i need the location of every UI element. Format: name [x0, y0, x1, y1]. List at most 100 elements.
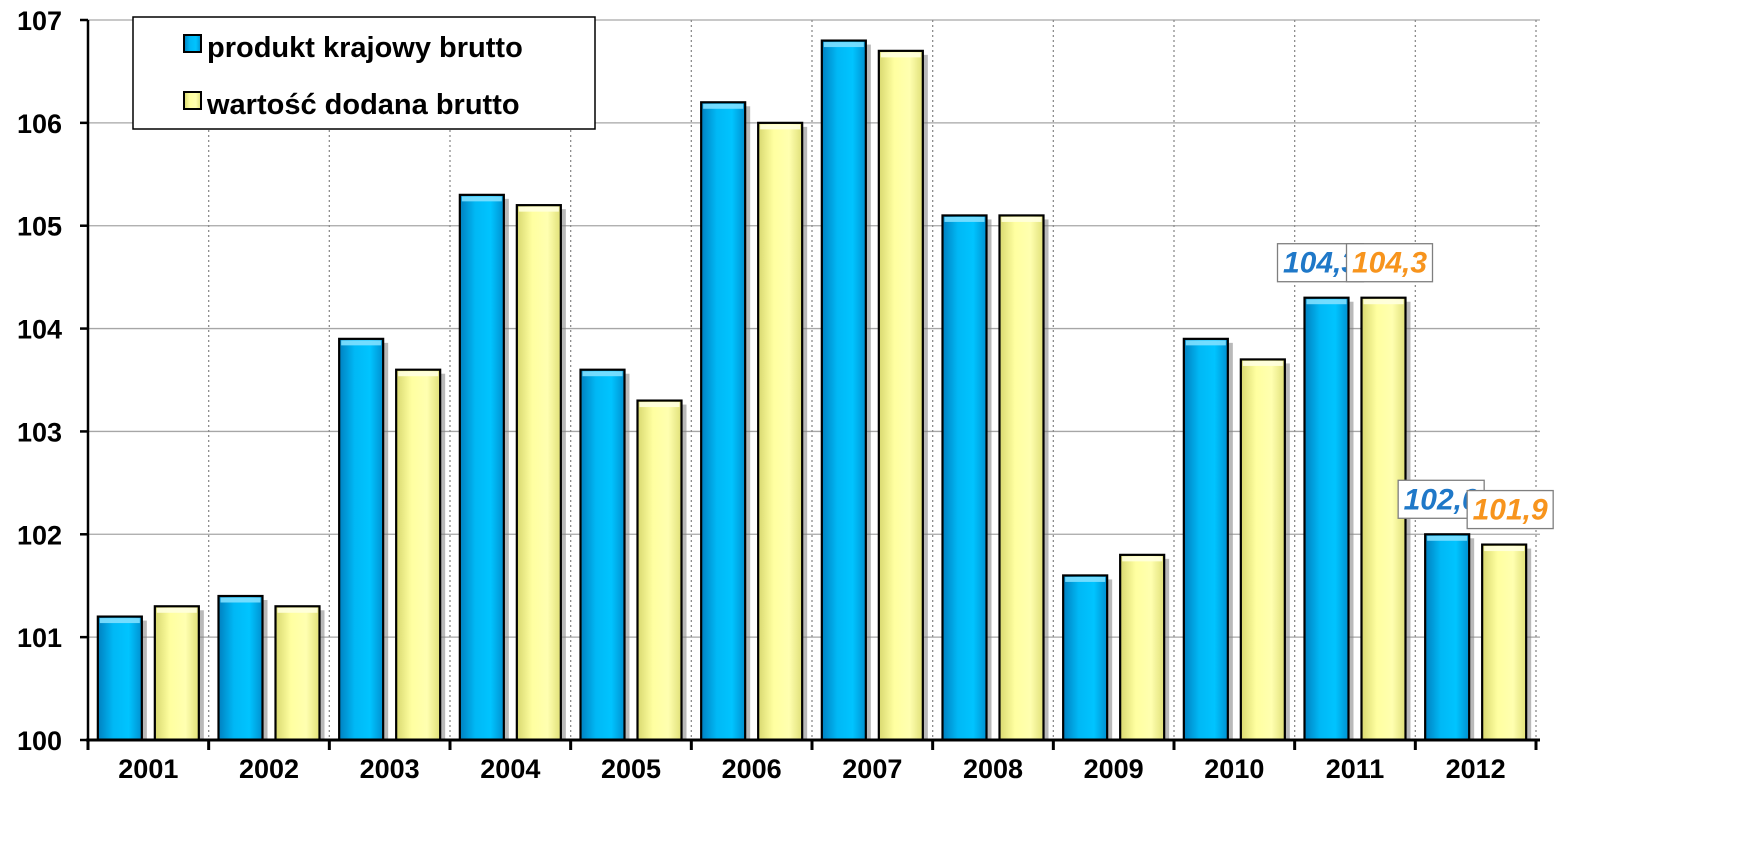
- bar-2002-series-2: [274, 605, 325, 742]
- bar-bevel: [277, 607, 318, 613]
- y-tick-label: 105: [17, 212, 62, 242]
- x-tick-label: 2004: [480, 754, 540, 784]
- bar-bevel: [461, 196, 502, 202]
- bar-bevel: [703, 103, 744, 109]
- bar-2009-series-2: [1119, 553, 1170, 742]
- data-label-text: 104,3: [1283, 247, 1358, 280]
- bar-bevel: [1001, 216, 1042, 222]
- y-tick-label: 101: [17, 623, 62, 653]
- bar-bevel: [1484, 546, 1525, 552]
- bar-body: [153, 605, 200, 742]
- y-tick-label: 107: [17, 6, 62, 36]
- bar-bevel: [1065, 576, 1106, 582]
- x-tick-label: 2001: [118, 754, 178, 784]
- data-label-2: 104,3: [1345, 243, 1434, 283]
- bar-2006-series-1: [700, 101, 751, 742]
- legend-label: wartość dodana brutto: [206, 89, 520, 121]
- bar-bevel: [156, 607, 197, 613]
- bar-body: [1119, 553, 1166, 742]
- bar-bevel: [944, 216, 985, 222]
- data-label-1: 104,3: [1276, 243, 1365, 283]
- bar-body: [338, 337, 385, 742]
- bar-bevel: [639, 402, 680, 408]
- bar-bevel: [880, 52, 921, 58]
- bar-bevel: [1306, 299, 1347, 305]
- x-tick-label: 2009: [1084, 754, 1144, 784]
- bar-bevel: [398, 371, 439, 377]
- bar-body: [636, 399, 683, 742]
- bar-bevel: [99, 618, 140, 624]
- legend-item-2: wartość dodana brutto: [183, 89, 520, 121]
- bar-body: [877, 49, 924, 742]
- bar-2007-series-2: [877, 49, 928, 742]
- bar-body: [1062, 574, 1109, 742]
- bar-2012-series-1: [1424, 533, 1475, 742]
- data-label-text: 104,3: [1352, 247, 1427, 280]
- legend: produkt krajowy brutto wartość dodana bru…: [132, 16, 596, 130]
- data-label-4: 101,9: [1466, 489, 1554, 530]
- bar-2011-series-1: [1303, 296, 1354, 742]
- bar-2009-series-1: [1062, 574, 1113, 742]
- legend-swatch: [183, 91, 202, 110]
- bar-bevel: [1122, 556, 1163, 562]
- axes: 100 101 102 103 104 105 106 107 2001 2002 2003 2004…: [17, 6, 1540, 784]
- legend-label: produkt krajowy brutto: [207, 32, 523, 64]
- bar-2008-series-1: [941, 214, 992, 742]
- bar-2012-series-2: [1481, 543, 1532, 742]
- bar-2002-series-1: [217, 594, 268, 742]
- bar-2010-series-2: [1239, 358, 1290, 742]
- x-tick-label: 2011: [1326, 754, 1385, 784]
- bar-bevel: [220, 597, 261, 603]
- x-tick-label: 2010: [1204, 754, 1264, 784]
- bar-body: [217, 594, 264, 742]
- bar-body: [458, 193, 505, 742]
- bar-body: [757, 121, 804, 742]
- y-tick-label: 100: [17, 726, 62, 756]
- y-tick-label: 106: [17, 109, 62, 139]
- bar-2007-series-1: [820, 39, 871, 742]
- bar-body: [1182, 337, 1229, 742]
- bar-body: [579, 368, 626, 742]
- bar-body: [700, 101, 747, 742]
- data-label-box: [1345, 243, 1434, 283]
- bar-bevel: [518, 206, 559, 212]
- bar-body: [395, 368, 442, 742]
- bar-body: [1424, 533, 1471, 742]
- x-tick-label: 2007: [842, 754, 902, 784]
- legend-box: produkt krajowy brutto wartość dodana bru…: [132, 16, 596, 130]
- legend-item-1: produkt krajowy brutto: [183, 32, 523, 64]
- y-tick-label: 104: [17, 315, 62, 345]
- bar-bevel: [760, 124, 801, 130]
- bar-body: [998, 214, 1045, 742]
- x-tick-label: 2012: [1446, 754, 1506, 784]
- bar-2010-series-1: [1182, 337, 1233, 742]
- bars: [96, 39, 1532, 742]
- data-label-box: [1466, 489, 1554, 530]
- bar-body: [515, 204, 562, 742]
- x-tick-label: 2006: [722, 754, 782, 784]
- bar-bevel: [1363, 299, 1404, 305]
- legend-frame: [132, 16, 596, 130]
- bar-2003-series-2: [395, 368, 446, 742]
- y-tick-label: 102: [17, 520, 62, 550]
- bar-bevel: [1427, 535, 1468, 541]
- bar-2004-series-2: [515, 204, 566, 742]
- x-tick-label: 2002: [239, 754, 299, 784]
- y-tick-label: 103: [17, 417, 62, 447]
- bar-bevel: [341, 340, 382, 346]
- legend-swatch: [183, 34, 202, 53]
- bar-2005-series-1: [579, 368, 630, 742]
- bar-2001-series-1: [96, 615, 147, 742]
- bar-2008-series-2: [998, 214, 1049, 742]
- bar-2004-series-1: [458, 193, 509, 742]
- bar-bevel: [1185, 340, 1226, 346]
- bar-body: [1239, 358, 1286, 742]
- bar-2001-series-2: [153, 605, 204, 742]
- bar-2003-series-1: [338, 337, 389, 742]
- data-label-text: 102,0: [1404, 483, 1479, 516]
- bar-body: [274, 605, 321, 742]
- bar-body: [820, 39, 867, 742]
- x-tick-label: 2005: [601, 754, 661, 784]
